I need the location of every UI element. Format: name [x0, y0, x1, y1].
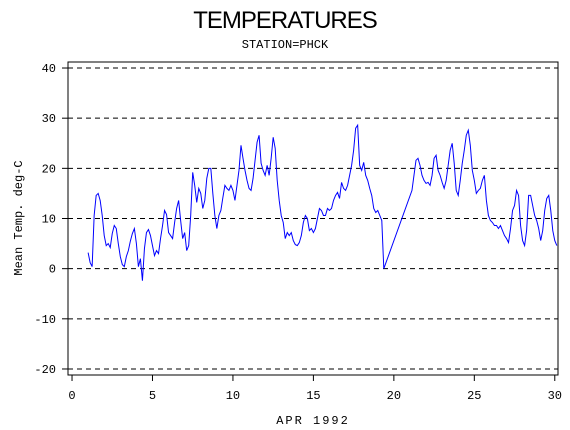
- y-tick-label: 30: [42, 112, 56, 126]
- chart-title: TEMPERATURES: [193, 7, 377, 34]
- x-tick-label: 30: [548, 389, 562, 403]
- x-tick-label: 5: [149, 389, 156, 403]
- y-tick-label: -20: [34, 363, 56, 377]
- x-axis-label: APR 1992: [276, 414, 350, 428]
- y-tick-label: 20: [42, 162, 56, 176]
- y-axis-label: Mean Temp. deg-C: [12, 160, 26, 275]
- y-tick-label: 40: [42, 62, 56, 76]
- data-line: [87, 123, 558, 281]
- x-tick-label: 25: [467, 389, 481, 403]
- x-tick-label: 0: [68, 389, 75, 403]
- x-tick-label: 15: [306, 389, 320, 403]
- y-tick-label: 0: [49, 263, 56, 277]
- x-tick-label: 10: [226, 389, 240, 403]
- chart-subtitle: STATION=PHCK: [242, 38, 329, 52]
- x-tick-label: 20: [387, 389, 401, 403]
- y-tick-label: -10: [34, 313, 56, 327]
- y-tick-label: 10: [42, 213, 56, 227]
